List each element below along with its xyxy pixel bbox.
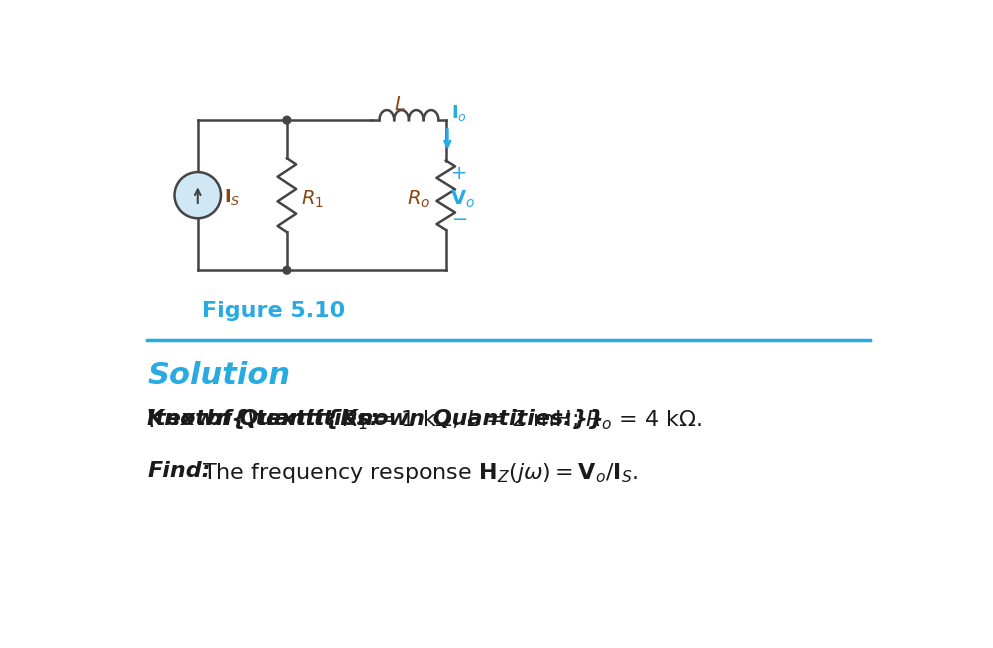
Text: $\mathbf{I}_o$: $\mathbf{I}_o$ <box>451 103 467 123</box>
Text: $R_1$: $R_1$ <box>301 189 324 210</box>
Circle shape <box>283 266 291 274</box>
Text: Figure 5.10: Figure 5.10 <box>202 301 345 321</box>
Text: \textbf{\textit{Known Quantities:}}: \textbf{\textit{Known Quantities:}} <box>147 409 605 429</box>
Text: Find:: Find: <box>147 461 211 481</box>
Text: The frequency response $\mathbf{H}_Z(j\omega) = \mathbf{V}_o/\mathbf{I}_S$.: The frequency response $\mathbf{H}_Z(j\o… <box>203 461 638 485</box>
Text: $R_o$: $R_o$ <box>407 189 430 210</box>
Text: $R_1$ = 1 k$\Omega$; $L$ = 2 mH; $R_o$ = 4 k$\Omega$.: $R_1$ = 1 k$\Omega$; $L$ = 2 mH; $R_o$ =… <box>335 409 702 432</box>
Text: −: − <box>452 211 469 229</box>
Circle shape <box>283 116 291 124</box>
Text: $\mathbf{I}_S$: $\mathbf{I}_S$ <box>224 187 240 207</box>
Text: Known Quantities:: Known Quantities: <box>147 409 379 429</box>
Text: $L$: $L$ <box>394 95 405 114</box>
Text: Solution: Solution <box>147 361 291 390</box>
Circle shape <box>175 172 221 218</box>
Text: $\mathbf{V}_o$: $\mathbf{V}_o$ <box>451 189 476 210</box>
Text: +: + <box>451 164 467 183</box>
